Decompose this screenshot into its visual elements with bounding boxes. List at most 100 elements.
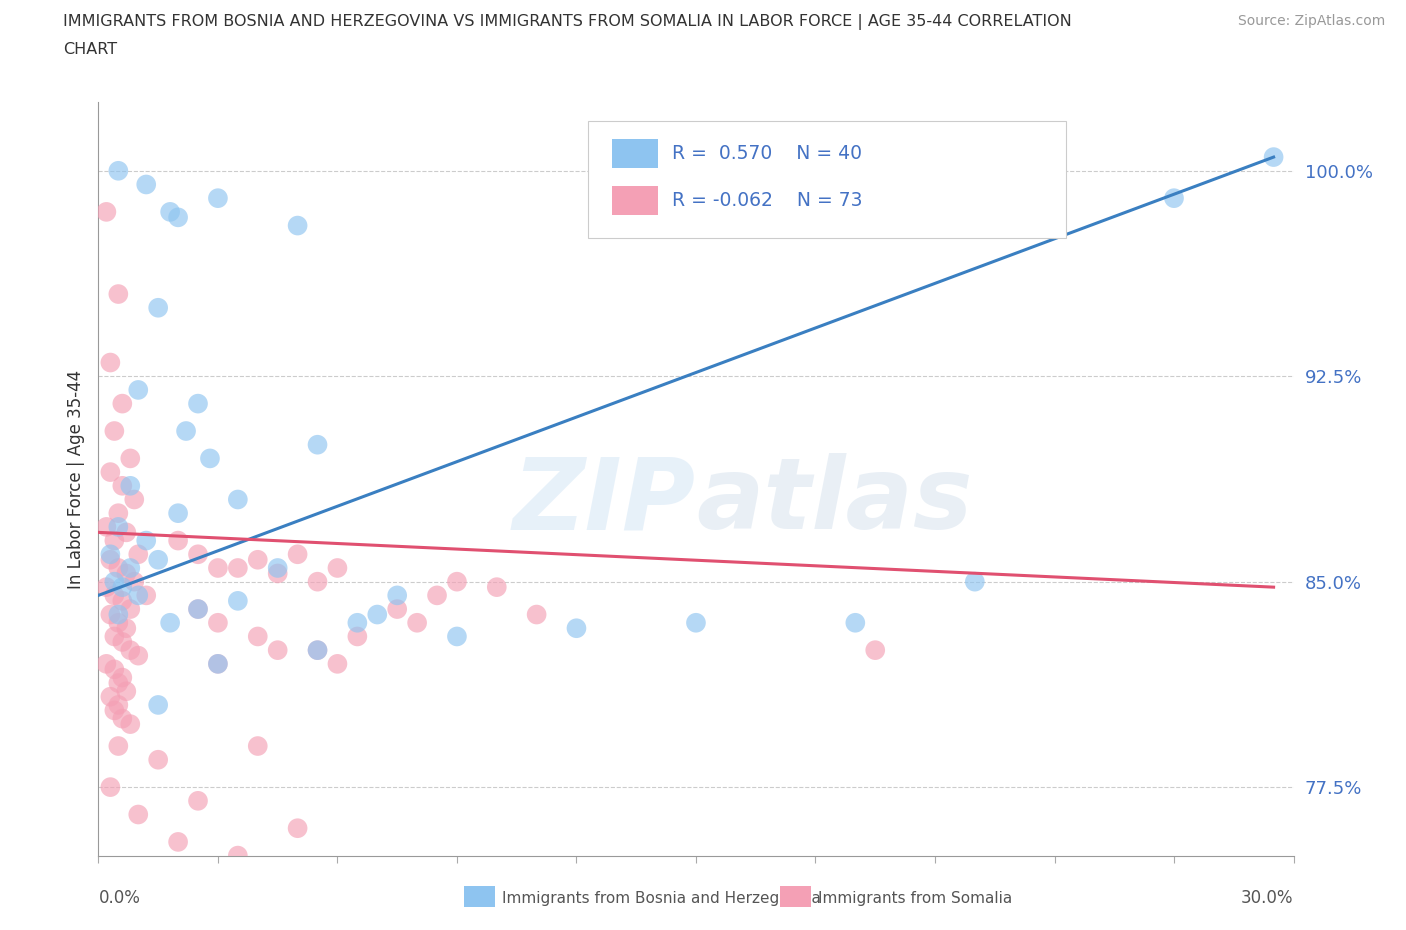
Point [127,588,149,603]
Point [120,561,142,576]
Point [207,561,229,576]
Point [485,579,508,594]
Point [226,561,249,576]
Point [207,616,229,631]
Point [124,574,146,589]
Point [120,717,142,732]
Point [187,602,209,617]
Point [167,834,190,849]
Point [111,634,134,649]
Point [346,616,368,631]
Point [267,643,290,658]
Point [148,752,170,767]
Point [366,607,388,622]
Point [111,671,134,685]
Point [187,793,209,808]
Point [963,574,986,589]
Point [111,593,134,608]
Point [98,465,122,480]
Point [115,566,138,581]
Point [135,177,157,192]
Point [246,738,269,753]
Point [526,607,548,622]
Point [103,423,125,438]
Point [187,602,209,617]
Point [96,520,118,535]
Point [107,286,129,301]
Point [115,621,138,636]
Point [307,574,329,589]
Point [159,205,181,219]
Point [111,711,134,726]
Point [385,602,409,617]
Y-axis label: In Labor Force | Age 35-44: In Labor Force | Age 35-44 [66,369,84,589]
Point [111,396,134,411]
Point [111,478,134,493]
Point [127,547,149,562]
Point [103,662,125,677]
Point [120,451,142,466]
Point [685,616,707,631]
Point [1163,191,1185,206]
Point [167,533,190,548]
Text: R =  0.570    N = 40: R = 0.570 N = 40 [672,144,862,163]
Text: ZIP: ZIP [513,453,696,550]
Point [98,607,122,622]
Point [207,657,229,671]
Point [120,478,142,493]
Point [127,382,149,397]
Point [246,552,269,567]
Point [98,779,122,794]
Point [844,616,866,631]
Point [187,396,209,411]
Point [135,588,157,603]
Point [107,561,129,576]
Point [96,579,118,594]
Point [167,210,190,225]
FancyBboxPatch shape [613,140,658,167]
Point [103,533,125,548]
Point [1263,150,1285,165]
Point [103,574,125,589]
Point [103,629,125,644]
Point [346,629,368,644]
Point [120,602,142,617]
Text: IMMIGRANTS FROM BOSNIA AND HERZEGOVINA VS IMMIGRANTS FROM SOMALIA IN LABOR FORCE: IMMIGRANTS FROM BOSNIA AND HERZEGOVINA V… [63,14,1071,30]
Point [307,643,329,658]
Point [124,492,146,507]
Point [198,451,221,466]
Text: atlas: atlas [696,453,973,550]
Point [98,689,122,704]
Point [107,738,129,753]
FancyBboxPatch shape [589,121,1067,238]
Point [287,821,309,836]
Point [207,657,229,671]
Point [148,698,170,712]
Point [167,506,190,521]
Point [446,629,468,644]
Point [127,807,149,822]
Text: 0.0%: 0.0% [98,889,141,908]
Point [226,848,249,863]
Text: Immigrants from Somalia: Immigrants from Somalia [818,891,1012,906]
Point [111,579,134,594]
Point [446,574,468,589]
Point [103,703,125,718]
Point [187,547,209,562]
Text: CHART: CHART [63,42,117,57]
Point [326,561,349,576]
Point [267,561,290,576]
Point [107,506,129,521]
Point [246,629,269,644]
Point [107,616,129,631]
Point [406,616,429,631]
Point [103,588,125,603]
Point [287,547,309,562]
Point [96,205,118,219]
Point [385,588,409,603]
Point [120,643,142,658]
Point [98,552,122,567]
Point [326,657,349,671]
Point [287,219,309,233]
Point [565,621,588,636]
